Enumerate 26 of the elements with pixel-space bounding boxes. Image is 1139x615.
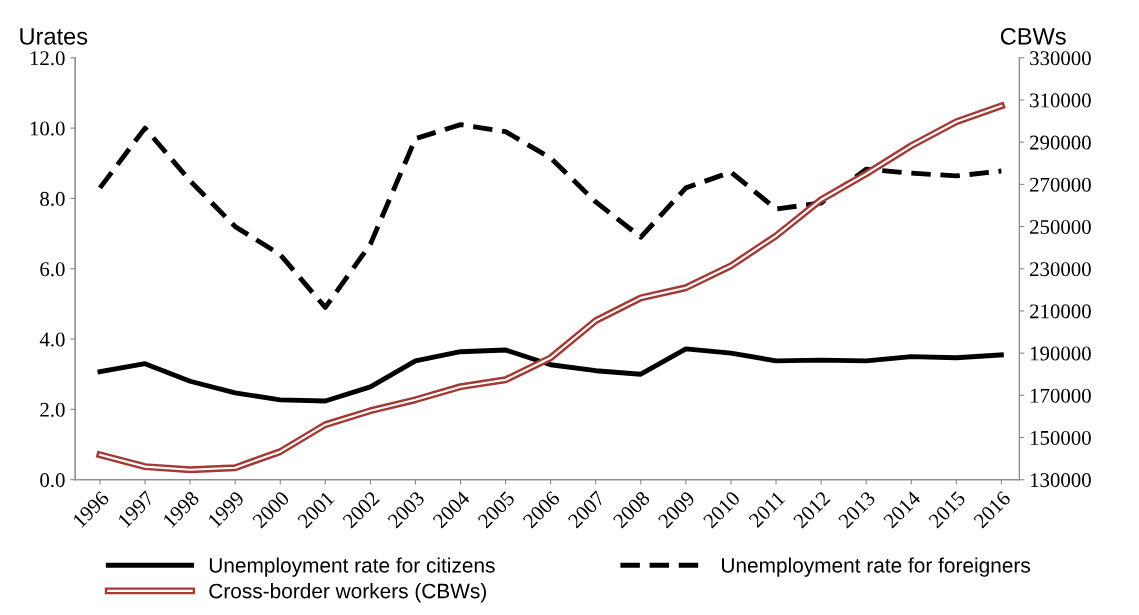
y2-axis-title: CBWs [1000, 27, 1066, 45]
y-tick-label: 4.0 [39, 332, 65, 347]
legend-label: Cross-border workers (CBWs) [209, 583, 486, 603]
y-tick-label: 2.0 [40, 402, 65, 417]
y-tick-label: 6.0 [40, 262, 65, 277]
legend-label: Unemployment rate for foreigners [722, 557, 1030, 577]
y-tick-label: 0.0 [40, 473, 65, 488]
y2-tick-label: 290000 [1030, 135, 1091, 150]
y2-tick-label: 170000 [1030, 388, 1091, 403]
y2-tick-label: 190000 [1030, 346, 1091, 361]
y2-tick-label: 230000 [1030, 262, 1091, 277]
y2-tick-label: 150000 [1030, 430, 1091, 445]
legend-label: Unemployment rate for citizens [209, 557, 495, 577]
y2-tick-label: 250000 [1030, 219, 1091, 234]
y2-tick-label: 330000 [1030, 51, 1091, 66]
y2-tick-label: 210000 [1030, 304, 1091, 319]
y2-tick-label: 310000 [1030, 93, 1091, 108]
y2-tick-label: 270000 [1030, 177, 1091, 192]
line-series [97, 346, 1004, 404]
y-tick-label: 8.0 [40, 191, 65, 206]
y-tick-label: 12.0 [30, 51, 65, 66]
y2-tick-label: 130000 [1030, 473, 1091, 488]
y-tick-label: 10.0 [30, 121, 65, 136]
y-axis-title: Urates [20, 28, 88, 45]
line-series [97, 122, 1004, 310]
x-tick-label: 2011 [748, 490, 786, 529]
